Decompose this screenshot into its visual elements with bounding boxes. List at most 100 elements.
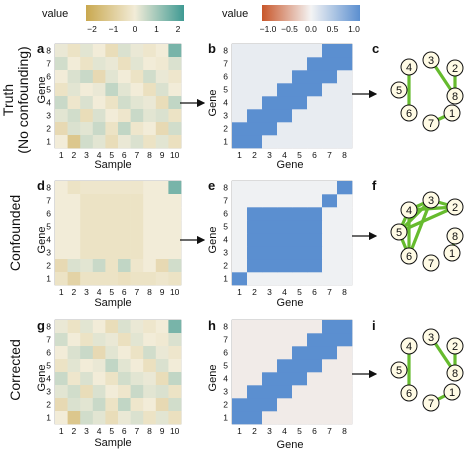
expr-truth-cell xyxy=(118,44,131,58)
network-confounded-edge xyxy=(397,205,457,234)
corr-truth-cell xyxy=(307,70,323,84)
corr-truth-cell xyxy=(337,57,353,71)
expr-confounded-cell xyxy=(105,207,119,221)
expr-confounded-cell xyxy=(80,246,94,260)
expr-confounded-cell xyxy=(143,233,157,247)
expr-corrected-cell xyxy=(155,398,169,412)
expr-confounded-cell xyxy=(168,220,182,234)
corr-confounded-cell xyxy=(262,246,278,260)
corr-confounded-cell xyxy=(247,246,263,260)
corr-corrected-cell xyxy=(277,333,293,347)
expr-confounded-cell xyxy=(143,194,157,208)
expr-confounded-cell xyxy=(168,207,182,221)
expr-truth-cell xyxy=(168,83,182,97)
corr-confounded-cell xyxy=(337,246,353,260)
corr-confounded-cell xyxy=(322,233,338,247)
corr-truth-gene-tick-y: 5 xyxy=(223,85,228,95)
expr-corrected-cell xyxy=(80,346,94,360)
expr-confounded-sample-tick: 3 xyxy=(84,287,89,297)
expr-truth-cell xyxy=(67,109,81,123)
corr-corrected-cell xyxy=(247,346,263,360)
expr-truth-cell xyxy=(168,44,182,58)
corr-corrected-cell xyxy=(277,398,293,412)
corr-truth-cell xyxy=(292,96,308,110)
expr-corrected-gene-tick: 5 xyxy=(46,361,51,371)
expr-corrected-gene-tick: 7 xyxy=(46,335,51,345)
expr-confounded-cell xyxy=(105,246,119,260)
expr-confounded-cell xyxy=(155,207,169,221)
corr-confounded-cell xyxy=(307,207,323,221)
corr-truth-cell xyxy=(247,44,263,58)
expr-corrected-cell xyxy=(168,372,182,386)
network-corrected-node-6 xyxy=(400,384,418,402)
corr-confounded-cell xyxy=(337,181,353,195)
ylabel-b: Gene xyxy=(207,90,219,117)
ylabel-h: Gene xyxy=(207,365,219,392)
expr-confounded-cell xyxy=(92,181,106,195)
row-label-truth: Truth xyxy=(0,84,16,116)
expr-truth-cell xyxy=(105,109,119,123)
expr-corrected-cell xyxy=(105,333,119,347)
corr-corrected-cell xyxy=(337,411,353,425)
expr-truth-sample-tick: 1 xyxy=(59,150,64,160)
expr-truth-sample-tick: 7 xyxy=(135,150,140,160)
corr-corrected-cell xyxy=(307,411,323,425)
corr-confounded-cell xyxy=(337,259,353,273)
corr-confounded-gene-tick-y: 3 xyxy=(223,248,228,258)
expr-corrected-sample-tick: 6 xyxy=(122,426,127,436)
xlabel-e: Gene xyxy=(277,297,304,309)
expr-truth-cell xyxy=(143,109,157,123)
xlabel-d: Sample xyxy=(94,297,131,309)
expr-truth-cell xyxy=(155,96,169,110)
expr-confounded-cell xyxy=(130,194,144,208)
panel-letter-h: h xyxy=(208,318,216,333)
corr-truth-cell xyxy=(277,122,293,136)
corr-truth-gene-tick-y: 8 xyxy=(223,46,228,56)
corr-truth-gene-tick-x: 4 xyxy=(282,150,287,160)
expr-truth-cell xyxy=(55,122,68,136)
network-confounded-node-1 xyxy=(443,244,461,262)
panel-letter-d: d xyxy=(37,178,45,193)
legend-left-colorbar xyxy=(86,5,184,21)
corr-confounded-gene-tick-x: 1 xyxy=(237,287,242,297)
corr-corrected-gene-tick-x: 3 xyxy=(267,426,272,436)
expr-confounded-cell xyxy=(55,272,68,286)
expr-confounded-cell xyxy=(130,259,144,273)
legend-right-tick-3: 0.5 xyxy=(327,24,339,34)
corr-confounded-cell xyxy=(292,246,308,260)
corr-confounded-gene-tick-y: 4 xyxy=(223,235,228,245)
expr-truth-cell xyxy=(143,44,157,58)
corr-corrected-cell xyxy=(277,320,293,334)
expr-truth-cell xyxy=(118,122,131,136)
network-confounded-node-3 xyxy=(422,191,440,209)
expr-corrected-cell xyxy=(130,333,144,347)
expr-truth-cell xyxy=(105,96,119,110)
corr-corrected-cell xyxy=(292,411,308,425)
expr-corrected-cell xyxy=(105,320,119,334)
corr-corrected-cell xyxy=(262,411,278,425)
expr-confounded-cell xyxy=(92,207,106,221)
corr-corrected-cell xyxy=(292,398,308,412)
legend-left-ticks: −2 −1 0 1 2 xyxy=(87,24,180,34)
expr-confounded-sample-tick: 4 xyxy=(97,287,102,297)
expr-confounded-cell xyxy=(155,259,169,273)
expr-confounded-cell xyxy=(168,259,182,273)
expr-confounded-cell xyxy=(105,259,119,273)
corr-truth-cell xyxy=(307,96,323,110)
corr-confounded-cell xyxy=(232,233,248,247)
corr-corrected-cell xyxy=(232,359,248,373)
corr-truth-cell xyxy=(277,96,293,110)
network-corrected-node-label-8: 8 xyxy=(452,368,458,380)
expr-truth-cell xyxy=(80,122,94,136)
expr-corrected-cell xyxy=(67,385,81,399)
network-truth-node-5 xyxy=(390,81,408,99)
expr-corrected-cell xyxy=(155,372,169,386)
corr-truth-gene-tick-x: 3 xyxy=(267,150,272,160)
network-confounded-node-label-8: 8 xyxy=(452,231,458,243)
corr-truth-cell xyxy=(292,135,308,149)
corr-corrected-cell xyxy=(247,385,263,399)
expr-confounded-cell xyxy=(118,220,131,234)
corr-corrected-cell xyxy=(247,320,263,334)
corr-truth-cell xyxy=(247,83,263,97)
